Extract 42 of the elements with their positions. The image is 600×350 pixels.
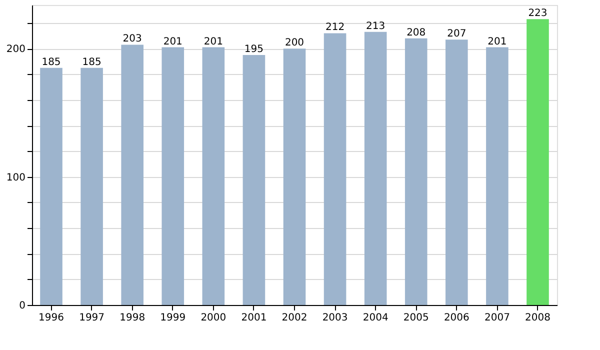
bar [80,68,103,305]
data-label: 201 [488,36,507,48]
y-tick-label: 0 [19,300,26,312]
y-tick-label: 200 [6,44,26,56]
data-label: 213 [366,20,386,32]
bar [446,40,468,305]
bar [202,47,225,305]
x-tick-label: 1999 [160,312,186,324]
bar [364,32,387,305]
data-label: 208 [406,27,426,38]
data-label: 185 [42,56,61,68]
bar [121,44,144,305]
x-tick-label: 2003 [322,312,348,324]
y-tick-label: 100 [6,172,26,184]
x-tick-label: 2001 [241,312,267,324]
bar [486,47,508,305]
data-label: 212 [325,22,345,34]
bar [526,19,549,305]
data-label: 195 [244,44,264,55]
bar [242,55,266,305]
x-tick-label: 2005 [403,312,429,324]
bar [162,47,184,305]
data-label: 203 [122,34,142,45]
x-tick-label: 1996 [38,312,64,324]
x-tick-label: 2000 [200,312,226,324]
data-label: 185 [82,56,102,68]
data-label: 207 [447,28,466,40]
bar [404,38,428,305]
bar [40,68,62,305]
x-tick-label: 2006 [444,312,470,324]
data-label: 201 [204,36,223,48]
x-tick-label: 1998 [120,312,146,324]
data-label: 223 [528,8,548,20]
x-tick-label: 1997 [79,312,105,324]
x-tick-label: 2008 [525,312,550,324]
bar [324,33,346,305]
bar [283,48,306,305]
x-tick-label: 2002 [282,312,308,324]
data-label: 200 [284,38,304,49]
x-tick-label: 2004 [362,312,388,324]
x-tick-label: 2007 [484,312,510,324]
data-label: 201 [163,36,182,48]
